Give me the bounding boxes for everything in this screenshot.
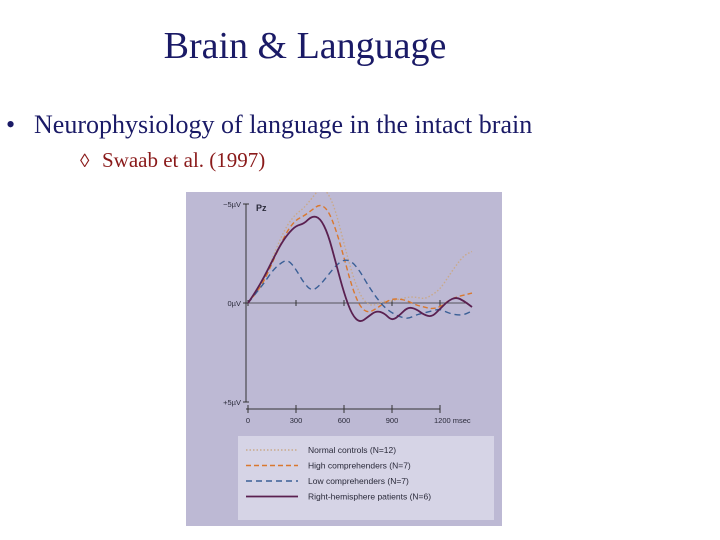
series-line-4 bbox=[247, 215, 473, 322]
bullet-marker: • bbox=[6, 110, 16, 139]
erp-chart: −5µV 0µV +5µV 0 300 600 900 1200 msec Pz Norma… bbox=[186, 188, 502, 526]
sub-bullet-item: ◊ Swaab et al. (1997) bbox=[80, 148, 265, 173]
chart-title: Pz bbox=[256, 203, 267, 213]
y-tick-label: +5µV bbox=[223, 398, 241, 407]
legend-label: Low comprehenders (N=7) bbox=[308, 476, 409, 486]
series-line-2 bbox=[247, 204, 473, 313]
legend-label: Right-hemisphere patients (N=6) bbox=[308, 492, 431, 502]
legend-label: Normal controls (N=12) bbox=[308, 445, 396, 455]
legend: Normal controls (N=12) High comprehenders… bbox=[246, 445, 431, 502]
sub-bullet-text: Swaab et al. (1997) bbox=[102, 148, 266, 172]
x-tick-label: 300 bbox=[290, 416, 303, 425]
x-tick-label: 600 bbox=[338, 416, 351, 425]
legend-label: High comprehenders (N=7) bbox=[308, 461, 411, 471]
erp-figure: −5µV 0µV +5µV 0 300 600 900 1200 msec Pz Norma… bbox=[186, 188, 502, 526]
bullet-text: Neurophysiology of language in the intac… bbox=[34, 110, 533, 139]
series-line-1 bbox=[247, 188, 473, 306]
x-tick-label: 1200 msec bbox=[434, 416, 471, 425]
legend-box bbox=[238, 436, 494, 520]
slide-title: Brain & Language bbox=[163, 25, 447, 67]
diamond-marker: ◊ bbox=[80, 151, 90, 172]
series-line-3 bbox=[247, 259, 473, 319]
y-tick-label: −5µV bbox=[223, 200, 241, 209]
x-tick-label: 900 bbox=[386, 416, 399, 425]
x-tick-label: 0 bbox=[246, 416, 250, 425]
bullet-item: • Neurophysiology of language in the inta… bbox=[6, 110, 532, 140]
y-tick-label: 0µV bbox=[228, 299, 242, 308]
